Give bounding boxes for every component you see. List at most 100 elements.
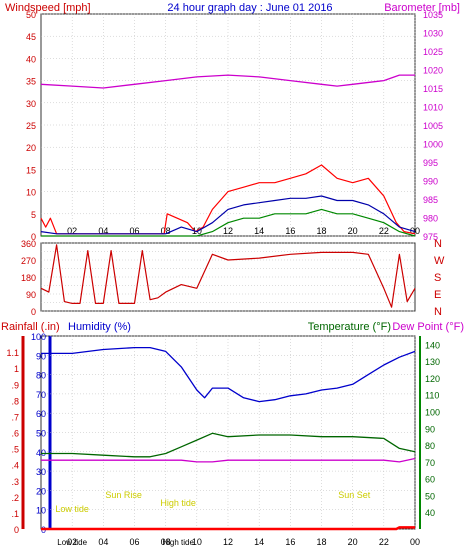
panel1-series bbox=[40, 74, 416, 237]
humidity-tick-label: 70 bbox=[36, 390, 46, 400]
rainfall-tick-label: .6 bbox=[11, 429, 19, 439]
tide-bottom-label: Low tide bbox=[57, 538, 87, 547]
graph-title: 24 hour graph day : June 01 2016 bbox=[167, 2, 332, 14]
panel3-hour-ticks: 02 04 06 08 10 12 14 16 18 20 22 00 bbox=[67, 537, 420, 547]
annotation-label: Low tide bbox=[55, 504, 89, 514]
wind-average-line bbox=[40, 195, 416, 235]
compass-label: W bbox=[434, 255, 445, 267]
dewpoint-line bbox=[41, 457, 416, 463]
rainfall-tick-label: .3 bbox=[11, 477, 19, 487]
windspeed-tick-label: 40 bbox=[26, 54, 36, 64]
barometer-tick-label: 1010 bbox=[423, 103, 443, 113]
rainfall-tick-label: .7 bbox=[11, 412, 19, 422]
compass-label: N bbox=[434, 238, 442, 250]
annotation-label: Sun Set bbox=[338, 490, 371, 500]
rainfall-tick-label: .9 bbox=[11, 380, 19, 390]
temperature-tick-label: 100 bbox=[425, 408, 440, 418]
panel1-hour-label: 08 bbox=[161, 226, 171, 236]
direction-tick-label: 270 bbox=[21, 256, 36, 266]
barometer-tick-label: 995 bbox=[423, 158, 438, 168]
panel3-grid bbox=[41, 335, 416, 530]
dewpoint-axis-label: Dew Point (°F) bbox=[392, 321, 464, 333]
windspeed-tick-label: 45 bbox=[26, 32, 36, 42]
barometer-tick-label: 990 bbox=[423, 177, 438, 187]
windspeed-tick-label: 20 bbox=[26, 143, 36, 153]
humidity-tick-label: 40 bbox=[36, 448, 46, 458]
humidity-axis-label: Humidity (%) bbox=[68, 321, 131, 333]
rainfall-tick-label: 1 bbox=[14, 364, 19, 374]
compass-label: E bbox=[434, 289, 441, 301]
temperature-tick-label: 50 bbox=[425, 491, 435, 501]
windspeed-ticks: 0 5 10 15 20 25 30 35 40 45 50 bbox=[26, 10, 36, 242]
barometer-tick-label: 1025 bbox=[423, 47, 443, 57]
panel3-series bbox=[41, 346, 416, 531]
panel3-hour-label: 20 bbox=[348, 537, 358, 547]
barometer-tick-label: 1000 bbox=[423, 140, 443, 150]
humidity-tick-label: 100 bbox=[31, 332, 46, 342]
panel3-hour-label: 04 bbox=[98, 537, 108, 547]
direction-tick-label: 180 bbox=[21, 273, 36, 283]
temperature-tick-label: 140 bbox=[425, 340, 440, 350]
windspeed-tick-label: 5 bbox=[31, 210, 36, 220]
rainfall-line bbox=[41, 526, 415, 531]
windspeed-tick-label: 35 bbox=[26, 77, 36, 87]
windspeed-tick-label: 0 bbox=[31, 232, 36, 242]
panel3-hour-label: 12 bbox=[223, 537, 233, 547]
panel1-hour-label: 22 bbox=[379, 226, 389, 236]
panel3-hour-label: 06 bbox=[129, 537, 139, 547]
windspeed-tick-label: 15 bbox=[26, 165, 36, 175]
humidity-line bbox=[41, 346, 416, 403]
annotation-label: Sun Rise bbox=[105, 490, 142, 500]
temperature-tick-label: 70 bbox=[425, 458, 435, 468]
panel1-hour-label: 18 bbox=[316, 226, 326, 236]
windspeed-tick-label: 30 bbox=[26, 99, 36, 109]
direction-tick-label: 360 bbox=[21, 239, 36, 249]
windspeed-tick-label: 10 bbox=[26, 188, 36, 198]
humidity-tick-label: 80 bbox=[36, 371, 46, 381]
rainfall-tick-label: 0 bbox=[14, 525, 19, 535]
tide-sun-annotations: Low tide Sun Rise High tide Sun Set Low tide… bbox=[55, 490, 370, 547]
panel3-hour-label: 16 bbox=[285, 537, 295, 547]
wind-speed-line bbox=[41, 208, 416, 237]
temperature-tick-label: 40 bbox=[425, 508, 435, 518]
humidity-tick-label: 10 bbox=[36, 506, 46, 516]
humidity-temperature-panel: 0 .1 .2 .3 .4 .5 .6 .7 .8 .9 1 1.1 0 10 20 30 40 50 60 70 8… bbox=[6, 332, 440, 547]
tide-bottom-label: High tide bbox=[162, 538, 194, 547]
barometer-ticks: 975 980 985 990 995 1000 1005 1010 1015 1020 1025 1… bbox=[423, 10, 443, 242]
rainfall-axis-label: Rainfall (.in) bbox=[1, 321, 60, 333]
panel1-hour-label: 06 bbox=[129, 226, 139, 236]
temperature-ticks: 40 50 60 70 80 90 100 110 120 130 140 bbox=[425, 340, 440, 518]
rainfall-ticks: 0 .1 .2 .3 .4 .5 .6 .7 .8 .9 1 1.1 bbox=[6, 348, 19, 535]
direction-tick-label: 90 bbox=[26, 290, 36, 300]
temperature-tick-label: 120 bbox=[425, 374, 440, 384]
rainfall-tick-label: .1 bbox=[11, 509, 19, 519]
direction-ticks: 0 90 180 270 360 bbox=[21, 239, 36, 317]
annotation-label: High tide bbox=[160, 498, 196, 508]
panel3-hour-label: 14 bbox=[254, 537, 264, 547]
panel1-hour-label: 02 bbox=[67, 226, 77, 236]
barometer-tick-label: 985 bbox=[423, 195, 438, 205]
panel1-hour-label: 20 bbox=[348, 226, 358, 236]
temperature-tick-label: 110 bbox=[425, 391, 439, 401]
humidity-tick-label: 90 bbox=[36, 351, 46, 361]
temperature-tick-label: 90 bbox=[425, 424, 435, 434]
rainfall-tick-label: .4 bbox=[11, 461, 19, 471]
barometer-tick-label: 1030 bbox=[423, 29, 443, 39]
windspeed-tick-label: 25 bbox=[26, 121, 36, 131]
compass-label: S bbox=[434, 272, 441, 284]
panel3-hour-label: 22 bbox=[379, 537, 389, 547]
temperature-line bbox=[41, 432, 416, 458]
panel3-hour-label: 18 bbox=[316, 537, 326, 547]
temperature-axis-label: Temperature (°F) bbox=[308, 321, 391, 333]
barometer-axis-label: Barometer [mb] bbox=[384, 2, 460, 14]
rainfall-tick-label: 1.1 bbox=[6, 348, 19, 358]
rainfall-tick-label: .5 bbox=[11, 445, 19, 455]
windspeed-tick-label: 50 bbox=[26, 10, 36, 20]
temperature-tick-label: 60 bbox=[425, 475, 435, 485]
barometer-tick-label: 1015 bbox=[423, 84, 443, 94]
wind-direction-line bbox=[40, 244, 416, 308]
